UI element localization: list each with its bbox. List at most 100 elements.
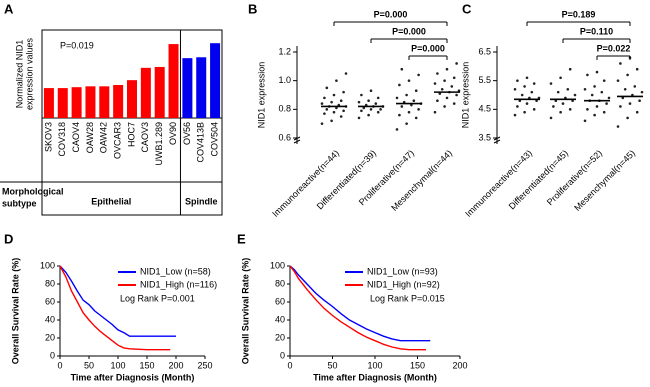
data-point xyxy=(552,105,555,108)
y-tick-label: 1.0 xyxy=(278,75,291,85)
y-tick-label: 100 xyxy=(40,260,55,270)
data-point xyxy=(532,82,536,85)
data-point xyxy=(398,113,401,117)
data-point xyxy=(320,102,324,105)
y-tick-label: 20 xyxy=(275,332,285,342)
data-point xyxy=(367,113,370,117)
y-tick-label: 3.5 xyxy=(478,132,491,142)
panel-letter: A xyxy=(4,1,14,16)
y-tick-label: 40 xyxy=(45,314,55,324)
bar xyxy=(99,86,110,118)
data-point xyxy=(433,82,437,85)
data-point xyxy=(549,116,553,120)
data-point xyxy=(436,99,439,103)
x-tick-label: COV504 xyxy=(209,122,219,157)
data-point xyxy=(344,72,348,75)
data-point xyxy=(600,90,604,94)
data-point xyxy=(367,99,370,103)
x-tick-label: 100 xyxy=(110,360,125,370)
data-point xyxy=(586,108,589,111)
data-point xyxy=(602,79,606,82)
data-point xyxy=(633,85,637,88)
data-point xyxy=(398,83,401,87)
data-point xyxy=(369,89,373,92)
data-point xyxy=(566,87,570,91)
data-point xyxy=(525,76,529,80)
data-point xyxy=(523,110,526,114)
x-tick-label: 0 xyxy=(57,360,62,370)
data-point xyxy=(443,79,446,82)
data-point xyxy=(339,99,343,103)
x-tick-label: COV318 xyxy=(57,122,67,157)
data-point xyxy=(513,87,517,91)
data-point xyxy=(339,115,343,118)
data-point xyxy=(357,100,361,104)
data-point xyxy=(414,89,418,92)
data-point xyxy=(593,113,596,117)
data-point xyxy=(568,108,572,111)
data-point xyxy=(332,110,336,114)
bar xyxy=(71,87,82,118)
data-point xyxy=(605,102,608,105)
data-point xyxy=(616,79,620,82)
data-point xyxy=(616,125,620,128)
x-tick-label: 150 xyxy=(410,360,425,370)
x-tick-label: 150 xyxy=(139,360,154,370)
p-value: P=0.000 xyxy=(392,26,426,36)
data-point xyxy=(619,105,622,108)
bar xyxy=(182,58,193,118)
data-point xyxy=(357,116,361,120)
panel-letter: E xyxy=(237,231,246,246)
y-tick-label: 4.5 xyxy=(478,104,491,114)
data-point xyxy=(602,110,606,114)
data-point xyxy=(455,62,458,65)
y-tick-label: 100 xyxy=(270,260,285,270)
data-point xyxy=(330,119,333,123)
panel-letter: D xyxy=(4,231,13,246)
data-point xyxy=(417,108,420,111)
y-axis-label: expression values xyxy=(24,37,34,110)
plot-frame xyxy=(41,29,223,216)
legend-label: NID1_Low (n=58) xyxy=(140,266,211,276)
data-point xyxy=(400,105,404,108)
legend-label: NID1_High (n=116) xyxy=(140,279,217,289)
data-point xyxy=(405,93,408,97)
x-axis-label: Time after Diagnosis (Month) xyxy=(71,372,195,382)
data-point xyxy=(590,93,594,97)
p-value: P=0.000 xyxy=(374,9,408,19)
data-point xyxy=(561,102,565,105)
p-value: P=0.189 xyxy=(562,9,596,19)
data-point xyxy=(325,108,329,111)
y-tick-label: 60 xyxy=(275,296,285,306)
data-point xyxy=(360,93,363,97)
x-tick-label: Mesenchymal(n=45) xyxy=(572,148,637,213)
survival-curve xyxy=(289,265,431,342)
x-tick-label: Immunoreactive(n=43) xyxy=(463,148,534,219)
bar xyxy=(113,85,124,118)
data-point xyxy=(360,109,363,113)
y-axis-label: Normalized NID1 xyxy=(14,40,24,109)
data-point xyxy=(559,110,562,114)
y-axis-label: Overall Survival Rate (%) xyxy=(240,258,250,365)
data-point xyxy=(583,119,587,123)
x-tick-label: SKOV3 xyxy=(43,122,53,152)
x-tick-label: 200 xyxy=(168,360,183,370)
data-point xyxy=(626,116,629,120)
data-point xyxy=(379,108,382,111)
y-tick-label: 80 xyxy=(45,278,55,288)
row-label: Morphological xyxy=(2,186,64,196)
data-point xyxy=(395,128,399,131)
x-tick-label: OAW42 xyxy=(99,122,109,153)
bar xyxy=(43,88,54,118)
data-point xyxy=(573,93,577,97)
legend-label: NID1_High (n=92) xyxy=(367,279,440,289)
annotation: Log Rank P=0.001 xyxy=(120,293,195,303)
data-point xyxy=(374,102,378,105)
data-point xyxy=(455,93,458,97)
x-tick-label: UWB1.289 xyxy=(154,122,164,166)
data-point xyxy=(433,110,437,114)
data-point xyxy=(607,96,611,100)
data-point xyxy=(400,67,404,71)
data-point xyxy=(330,100,333,104)
x-axis-label: Time after Diagnosis (Month) xyxy=(313,372,437,382)
